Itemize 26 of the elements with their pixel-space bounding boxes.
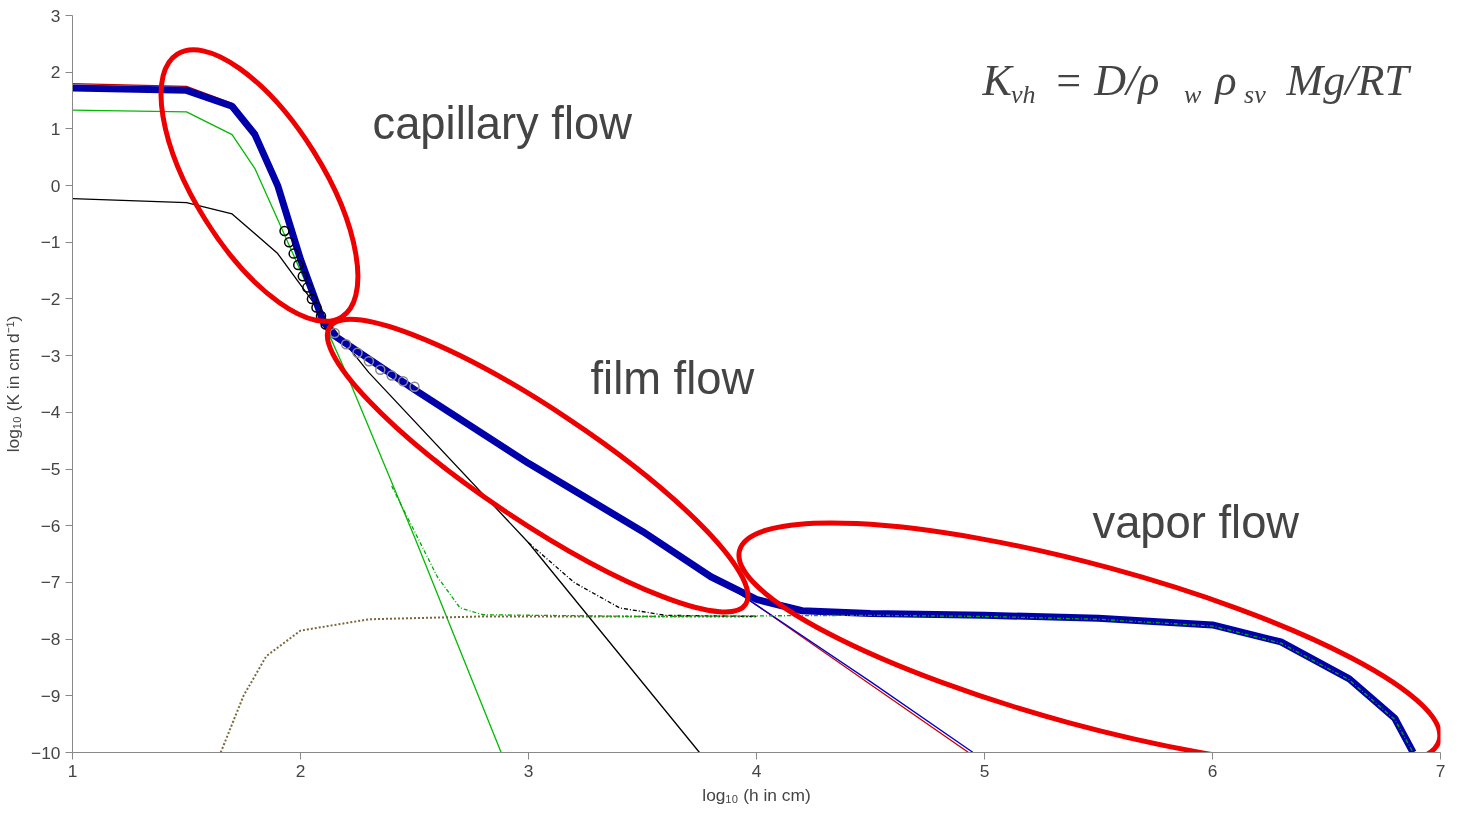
y-tick-label: −4 (40, 402, 61, 423)
x-tick-label: 3 (523, 760, 534, 781)
y-tick-label: −10 (31, 742, 61, 763)
y-tick-label: −2 (40, 288, 61, 309)
y-tick-label: 0 (50, 175, 61, 196)
y-tick-label: −9 (40, 685, 61, 706)
y-tick-label: −5 (40, 459, 61, 480)
y-tick-label: 2 (50, 62, 61, 83)
x-tick-label: 6 (1207, 760, 1218, 781)
y-tick-label: −3 (40, 345, 61, 366)
y-tick-label: 1 (50, 118, 61, 139)
y-axis-title: log₁₀ (K in cm d⁻¹) (3, 315, 24, 453)
y-tick-label: 3 (50, 5, 61, 26)
y-tick-label: −1 (40, 232, 61, 253)
x-tick-label: 4 (751, 760, 762, 781)
y-tick-label: −7 (40, 572, 61, 593)
annotation: vapor flow (1092, 497, 1300, 548)
x-tick-label: 5 (979, 760, 990, 781)
x-tick-label: 1 (67, 760, 78, 781)
y-tick-label: −8 (40, 629, 61, 650)
x-axis-title: log₁₀ (h in cm) (702, 784, 811, 805)
y-tick-label: −6 (40, 515, 61, 536)
x-tick-label: 7 (1435, 760, 1446, 781)
annotation: capillary flow (372, 98, 633, 149)
annotation: film flow (590, 353, 755, 404)
x-tick-label: 2 (295, 760, 306, 781)
